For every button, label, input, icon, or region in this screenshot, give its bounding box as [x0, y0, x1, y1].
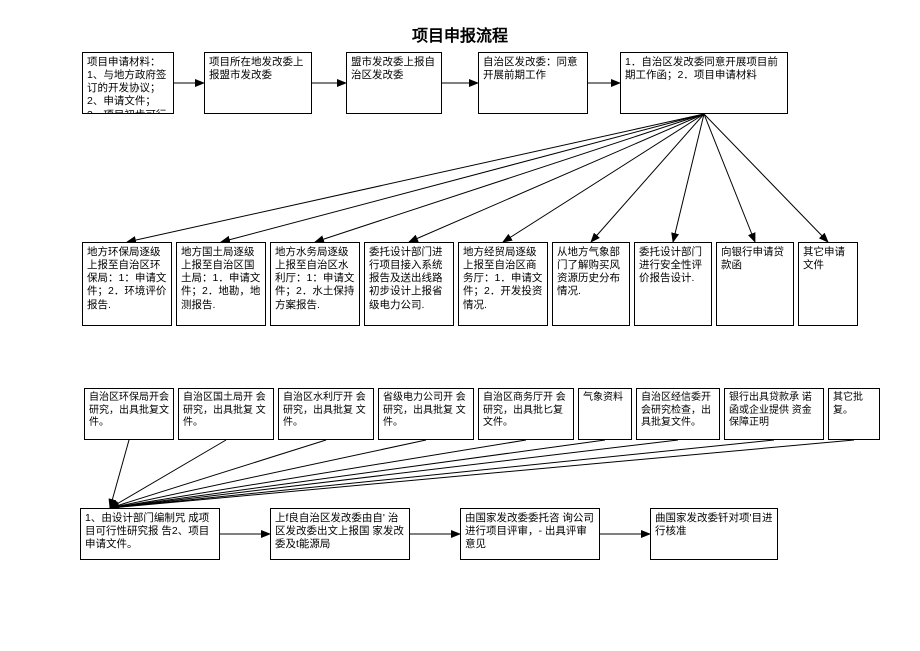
flow-node-r4c4: 曲国家发改委钎对项'目进行核准	[650, 508, 778, 560]
flow-node-r2c6: 从地方气象部门了解购买风资源历史分布情况.	[552, 242, 630, 326]
flow-node-r3c5: 自治区商务厅开 会研究，出具批匕复文件。	[478, 388, 574, 440]
flow-node-r4c2: 上f良自治区发改委由自' 治区发改委出文上报国 家发改委及t能源局	[270, 508, 410, 560]
flow-node-r3c7: 自治区经信委开会研究检查，出具批复文件。	[636, 388, 720, 440]
flow-node-r3c3: 自治区水利厅开 会研究，出具批复 文件。	[278, 388, 374, 440]
flow-node-r1c2: 项目所在地发改委上报盟市发改委	[204, 52, 312, 114]
diagram-title: 项目申报流程	[0, 22, 920, 46]
flow-node-r3c6: 气象资料	[578, 388, 632, 440]
flow-node-r1c3: 盟市发改委上报自治区发改委	[346, 52, 442, 114]
flow-node-r3c2: 自治区国土局开 会研究，出具批复 文件。	[178, 388, 274, 440]
flow-node-r3c4: 省级电力公司开 会研究，出具批复 文件。	[378, 388, 474, 440]
flow-node-r2c2: 地方国土局逐级上报至自治区国土局：1．申请文件；2．地勘，地测报告.	[176, 242, 266, 326]
flow-node-r3c1: 自治区环保局开会研究，出具批复文件。	[84, 388, 174, 440]
flow-node-r2c4: 委托设计部门进行项目接入系统报告及送出线路初步设计上报省级电力公司.	[364, 242, 454, 326]
flow-node-r1c4: 自治区发改委：同意开展前期工作	[478, 52, 588, 114]
flow-node-r2c9: 其它申请文件	[798, 242, 858, 326]
flow-node-r3c8: 银行出具贷款承 诺函或企业提供 资金保障正明	[724, 388, 824, 440]
flow-node-r2c3: 地方水务局逐级上报至自治区水利厅：1：申请文件；2．水土保持方案报告.	[270, 242, 360, 326]
flow-node-r1c1: 项目申请材料：1、与地方政府签订的开发协议；2、申请文件；3．项目初步可行性改究…	[82, 52, 174, 114]
flow-node-r2c5: 地方经贸局逐级上报至自治区商务厅：1．申请文件；2．开发投资情况.	[458, 242, 548, 326]
flow-node-r2c1: 地方环保局逐级上报至自治区环保局：1：申请文件；2．环境评价报告.	[82, 242, 172, 326]
flow-node-r2c7: 委托设计部门进行安全性评价报告设计.	[634, 242, 712, 326]
flow-node-r1c5: 1．自治区发改委同意开展项目前期工作函；2．项目申请材料	[620, 52, 788, 114]
flow-node-r4c1: 1、由设计部门编制咒 成项目可行性研究报 告2、项目申请文件。	[80, 508, 220, 560]
flow-node-r4c3: 由国家发改委委托咨 询公司进行项目评审，- 出具评审意见	[460, 508, 600, 560]
flow-node-r2c8: 向银行申请贷款函	[716, 242, 794, 326]
flow-node-r3c9: 其它批复。	[828, 388, 880, 440]
